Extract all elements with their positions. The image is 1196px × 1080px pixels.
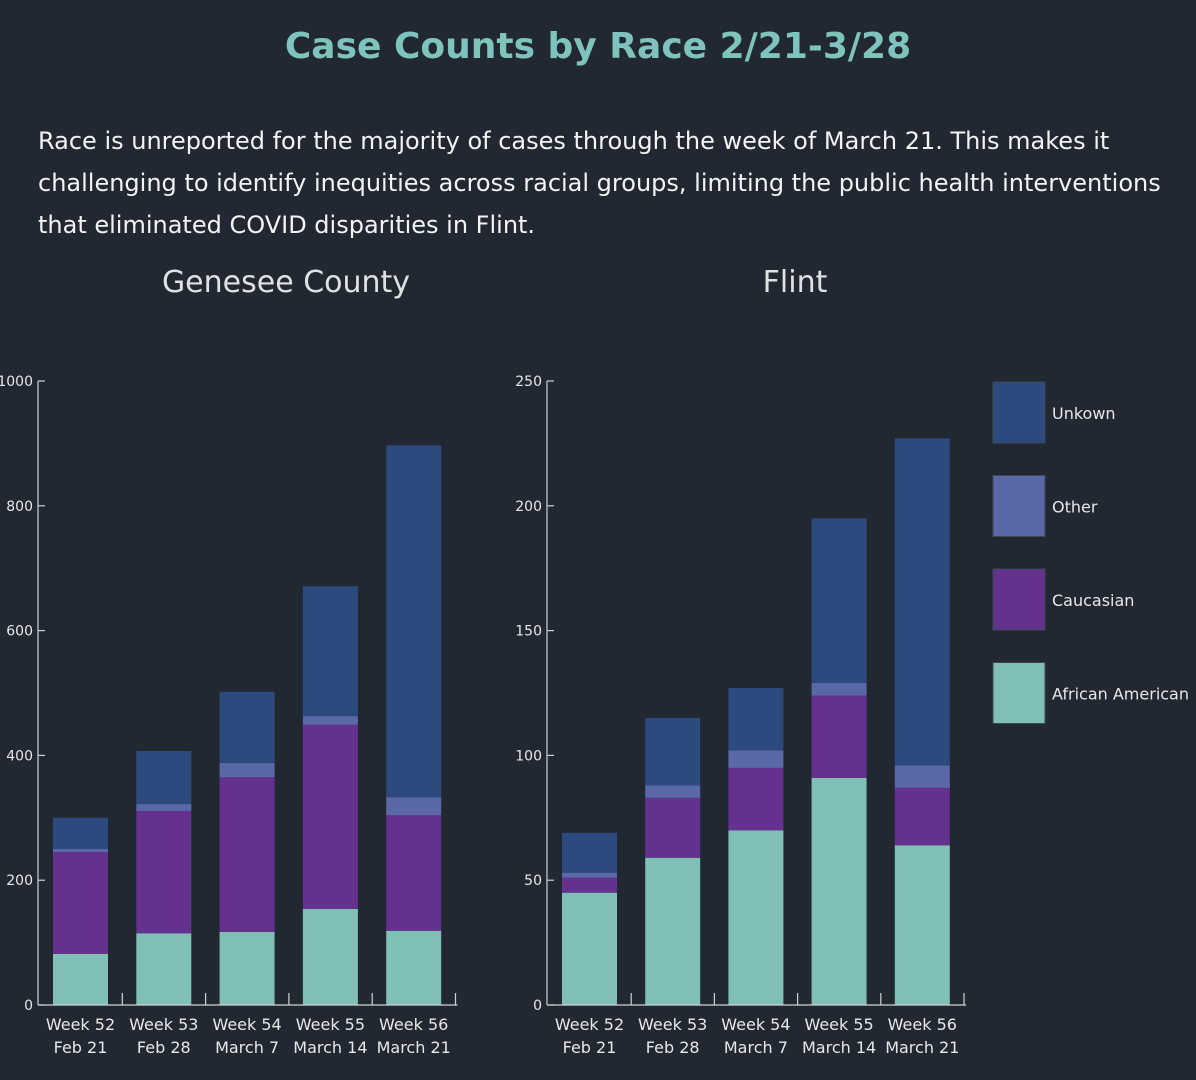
legend: Unkown Other Caucasian African American [992, 381, 1189, 724]
bar-other [136, 804, 192, 811]
bar-african-american [136, 933, 192, 1005]
chart-flint: Flint Week 52 Feb 21 Week 53 Feb 28 Week 54 Ma… [515, 265, 966, 1057]
legend-label: Caucasian [1052, 591, 1134, 610]
bar-unkown [811, 518, 867, 684]
bar-caucasian [136, 810, 192, 934]
x-tick-label: Week 53 [638, 1015, 707, 1034]
legend-swatch-caucasian [992, 568, 1046, 631]
x-tick-label: Week 56 [379, 1015, 448, 1034]
bar-unkown [219, 691, 275, 763]
x-tick-label: March 14 [802, 1038, 876, 1057]
y-tick-label: 150 [515, 624, 542, 640]
bar-other [302, 716, 358, 725]
x-tick-label: March 7 [215, 1038, 279, 1057]
y-tick-label: 1000 [0, 374, 33, 390]
y-tick-label: 0 [24, 998, 33, 1014]
chart-title: Flint [763, 265, 828, 300]
legend-label: Other [1052, 498, 1098, 517]
y-tick-label: 50 [524, 873, 542, 889]
bar-unkown [386, 445, 442, 798]
bar-other [562, 872, 617, 878]
bar-unkown [302, 586, 358, 717]
bar-unkown [53, 817, 108, 849]
x-tick-label: Feb 28 [137, 1038, 191, 1057]
x-tick-label: Week 52 [46, 1015, 115, 1034]
bar-caucasian [386, 815, 442, 931]
x-tick-label: March 7 [724, 1038, 788, 1057]
bar-african-american [894, 845, 950, 1005]
x-tick-label: Week 54 [721, 1015, 790, 1034]
bar-african-american [386, 930, 442, 1005]
x-tick-label: Week 56 [888, 1015, 957, 1034]
bar-other [811, 683, 867, 696]
bar-unkown [136, 751, 192, 805]
chart-title: Genesee County [162, 265, 410, 300]
x-tick-label: March 21 [377, 1038, 451, 1057]
bar-unkown [645, 717, 701, 786]
legend-swatch-african-american [992, 662, 1046, 724]
bar-other [645, 785, 701, 798]
x-tick-label: March 21 [885, 1038, 959, 1057]
y-tick-label: 200 [6, 873, 33, 889]
page-title: Case Counts by Race 2/21-3/28 [284, 26, 912, 67]
bar-unkown [562, 832, 617, 873]
legend-label: Unkown [1052, 404, 1116, 423]
y-tick-label: 800 [6, 499, 33, 515]
bar-caucasian [645, 797, 701, 858]
bar-caucasian [53, 852, 108, 954]
bar-african-american [645, 857, 701, 1005]
y-tick-label: 400 [6, 748, 33, 764]
bar-caucasian [302, 724, 358, 909]
bar-other [219, 762, 275, 778]
bar-caucasian [562, 877, 617, 893]
bar-caucasian [219, 777, 275, 932]
y-tick-label: 100 [515, 748, 542, 764]
bar-other [894, 765, 950, 788]
x-tick-label: Week 53 [129, 1015, 198, 1034]
x-tick-label: Week 55 [296, 1015, 365, 1034]
legend-label: African American [1052, 685, 1189, 704]
x-tick-label: Week 54 [212, 1015, 281, 1034]
bar-caucasian [894, 787, 950, 846]
legend-swatch-other [992, 475, 1046, 537]
x-tick-label: March 14 [293, 1038, 367, 1057]
description: Race is unreported for the majority of c… [38, 127, 1161, 239]
x-tick-label: Feb 28 [646, 1038, 700, 1057]
bar-african-american [53, 953, 108, 1005]
y-tick-label: 600 [6, 624, 33, 640]
bar-african-american [728, 830, 784, 1005]
bar-african-american [562, 892, 617, 1005]
x-tick-label: Feb 21 [54, 1038, 108, 1057]
y-tick-label: 250 [515, 374, 542, 390]
bar-other [386, 797, 442, 816]
bar-caucasian [728, 767, 784, 831]
bar-unkown [894, 438, 950, 766]
bar-african-american [302, 908, 358, 1005]
y-tick-label: 200 [515, 499, 542, 515]
bar-african-american [811, 777, 867, 1005]
x-tick-label: Week 52 [555, 1015, 624, 1034]
x-tick-label: Feb 21 [563, 1038, 617, 1057]
bar-other [53, 849, 108, 853]
bar-african-american [219, 931, 275, 1005]
bar-caucasian [811, 695, 867, 778]
x-tick-label: Week 55 [804, 1015, 873, 1034]
chart-genesee: Genesee County Week 52 Feb 21 Week 53 Feb 28… [0, 265, 458, 1057]
legend-swatch-unkown [992, 381, 1046, 444]
y-tick-label: 0 [533, 998, 542, 1014]
bar-unkown [728, 688, 784, 751]
bar-other [728, 750, 784, 768]
